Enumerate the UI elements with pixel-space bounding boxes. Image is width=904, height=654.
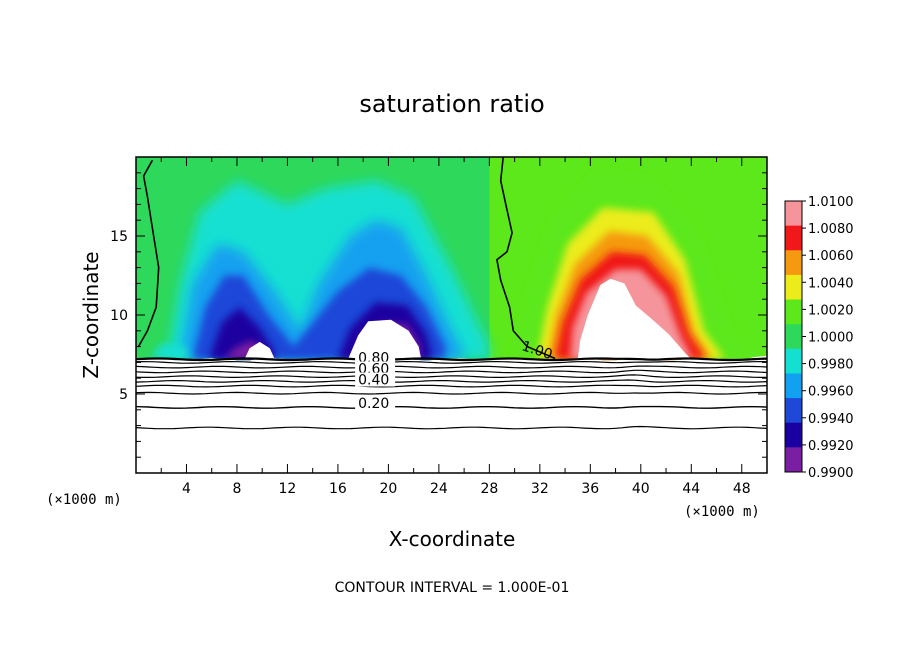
contour-label-bg: [355, 396, 396, 411]
contour-line: [135, 374, 767, 378]
y-axis-label: Z-coordinate: [79, 251, 103, 378]
y-tick-label: 15: [110, 229, 128, 245]
contour-1.00-center: [496, 156, 556, 360]
colorbar-swatch: [785, 398, 802, 424]
x-tick-label: 24: [430, 481, 448, 497]
y-axis-ticks: 5 10 15: [110, 172, 767, 458]
colorbar-label: 1.0000: [808, 331, 854, 346]
contour-label-bg: [355, 350, 396, 365]
contour-line: [135, 405, 768, 409]
colorbar-label: 1.0080: [808, 222, 854, 237]
colorbar-label: 1.0020: [808, 303, 854, 318]
contour-1.00-left: [137, 159, 160, 347]
colorbar-label: 1.0060: [808, 249, 854, 264]
x-tick-label: 4: [182, 481, 191, 497]
colorbar-swatch: [785, 225, 802, 251]
heatmap-field: [136, 157, 767, 361]
x-tick-label: 8: [232, 481, 241, 497]
colorbar-label: 0.9920: [808, 439, 854, 454]
contour-line: [135, 384, 768, 388]
x-tick-label: 48: [733, 481, 751, 497]
contour-interval-note: CONTOUR INTERVAL = 1.000E-01: [335, 580, 570, 596]
contour-label: 0.20: [358, 396, 389, 412]
x-tick-label: 16: [329, 481, 347, 497]
contour-line: [135, 357, 768, 362]
colorbar-label: 0.9900: [808, 466, 854, 481]
x-tick-label: 20: [379, 481, 397, 497]
colorbar-swatch: [785, 447, 802, 473]
contour-line: [135, 365, 768, 369]
contour-line: [135, 425, 768, 430]
colorbar-swatch: [785, 324, 802, 350]
colorbar-label: 1.0100: [808, 195, 854, 210]
colorbar: 1.0100 1.0080 1.0060 1.0040 1.0020 1.0000 0.99…: [784, 195, 854, 481]
colorbar-swatch: [785, 422, 802, 448]
colorbar-swatch: [785, 201, 802, 227]
colorbar-label: 0.9940: [808, 412, 854, 427]
contour-line: [135, 360, 768, 364]
hole-left: [244, 341, 275, 360]
y-tick-label: 10: [110, 308, 128, 324]
colorbar-swatch: [785, 250, 802, 276]
x-unit-left: (×1000 m): [46, 492, 122, 508]
y-tick-label: 5: [119, 387, 128, 403]
x-tick-label: 12: [279, 481, 297, 497]
colorbar-swatch: [785, 274, 802, 301]
colorbar-swatch: [785, 299, 802, 325]
colorbar-label: 1.0040: [808, 276, 854, 291]
x-tick-label: 40: [632, 481, 650, 497]
colorbar-label: 0.9980: [808, 358, 854, 373]
x-tick-label: 36: [581, 481, 599, 497]
colorbar-swatch: [785, 348, 802, 374]
colorbar-swatch: [785, 373, 802, 399]
x-tick-label: 44: [682, 481, 700, 497]
contour-line: [135, 379, 768, 383]
x-unit-right: (×1000 m): [684, 504, 760, 520]
band-0.9980-edge: [151, 343, 187, 360]
colorbar-label: 0.9960: [808, 385, 854, 400]
x-tick-label: 28: [480, 481, 498, 497]
contour-label-bg: [355, 372, 396, 387]
contour-label-bg: [355, 361, 396, 376]
x-tick-label: 32: [531, 481, 549, 497]
cloud-core: [577, 278, 692, 360]
contour-line: [135, 369, 768, 374]
x-axis-label: X-coordinate: [389, 527, 516, 551]
chart-title: saturation ratio: [359, 90, 544, 118]
hole-center: [348, 319, 422, 360]
x-axis-ticks: 4 8 12 16 20 24 28 32 36 40 44 48: [160, 157, 751, 497]
contour-label: 0.40: [358, 373, 389, 389]
contour-labels: 1.000.800.600.400.20: [355, 338, 554, 412]
contour-line: [135, 391, 768, 395]
contour-lines: [135, 156, 768, 430]
